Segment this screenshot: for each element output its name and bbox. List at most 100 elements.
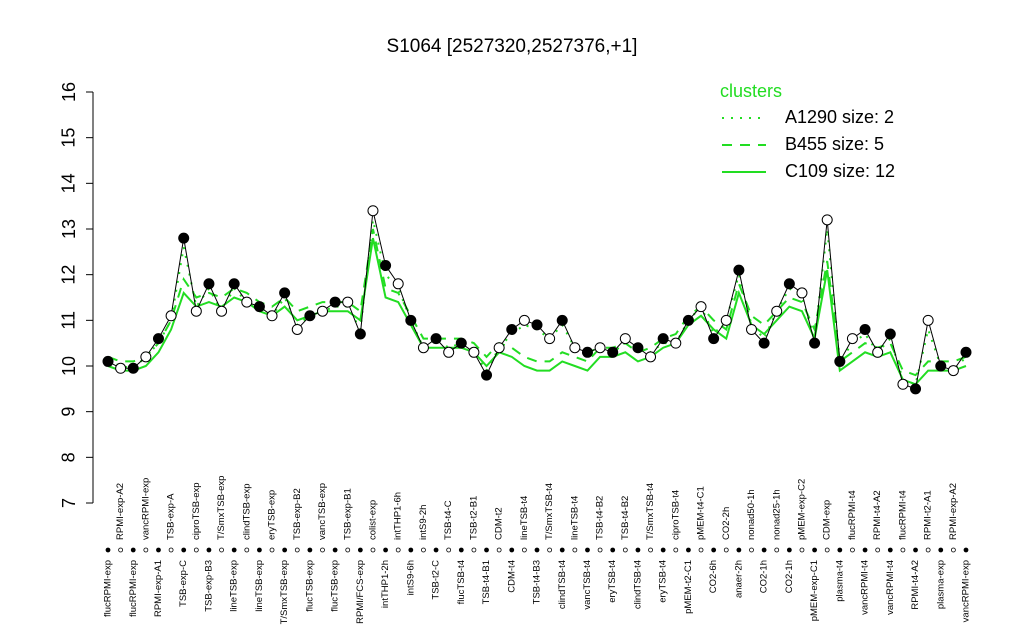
data-point — [695, 301, 707, 313]
data-point — [531, 319, 543, 331]
x-tick-label: TSB-t4-C — [443, 500, 454, 540]
x-tick-label: T/SmxTSB-exp — [216, 476, 227, 540]
data-point — [468, 346, 480, 358]
data-point — [619, 333, 631, 345]
data-point — [165, 310, 177, 322]
sample-dot — [850, 547, 855, 553]
x-tick-label: T/SmxTSB-exp — [279, 560, 290, 624]
data-point — [935, 360, 947, 372]
data-point — [127, 362, 139, 374]
x-tick-label: flucRPMI-exp — [128, 560, 139, 617]
x-tick-label: pMEM-exp-C2 — [796, 479, 807, 540]
x-tick-label: flucRPMI-exp — [103, 560, 114, 617]
x-tick-label: T/SmxTSB-t4 — [645, 483, 656, 540]
x-tick-label: CO2-6h — [708, 560, 719, 593]
y-tick-label: 16 — [59, 82, 79, 102]
sample-dot — [143, 547, 149, 553]
sample-dot — [257, 547, 262, 553]
sample-dot — [320, 547, 325, 553]
sample-dot — [484, 547, 489, 553]
x-tick-label: ciproTSB-exp — [191, 482, 202, 540]
x-tick-label: lineTSB-t4 — [569, 496, 580, 540]
data-point — [367, 205, 379, 217]
x-tick-label: TSB-t2-C — [431, 560, 442, 600]
x-tick-label: TSB-t2-B1 — [468, 496, 479, 540]
data-point — [859, 323, 871, 335]
data-point — [632, 342, 644, 354]
data-point — [746, 323, 757, 335]
sample-dot — [282, 547, 288, 553]
sample-dot — [105, 547, 111, 553]
x-tick-label: eryTSB-exp — [267, 490, 278, 540]
y-tick-label: 13 — [59, 219, 79, 239]
x-tick-label: pMEM-t4-C1 — [696, 486, 707, 540]
sample-dot — [559, 547, 565, 553]
sample-dot — [156, 547, 161, 553]
data-point — [657, 333, 669, 345]
sample-dot — [786, 547, 792, 553]
y-tick-label: 12 — [59, 265, 79, 285]
sample-dot — [206, 547, 212, 553]
sample-dot — [547, 547, 553, 553]
data-point — [152, 333, 164, 345]
x-tick-label: intTHP1-2h — [380, 560, 391, 608]
data-point — [834, 355, 846, 367]
sample-dot — [408, 547, 414, 553]
data-point — [821, 214, 833, 226]
sample-dot — [193, 547, 199, 553]
sample-dot — [686, 547, 691, 553]
x-tick-label: colist-exp — [367, 500, 378, 540]
data-point — [556, 314, 568, 326]
sample-dot — [572, 547, 578, 553]
x-tick-label: RPMI-exp-A2 — [948, 483, 959, 540]
sample-dot — [307, 547, 313, 553]
sample-dot — [900, 547, 906, 553]
x-tick-label: flucRPMI-t4 — [897, 490, 908, 540]
sample-dot — [698, 547, 704, 553]
x-tick-label: TSB-t4-B2 — [595, 496, 606, 540]
y-tick-label: 14 — [59, 173, 79, 193]
sample-dot — [421, 547, 426, 553]
data-point — [203, 278, 215, 290]
x-tick-label: RPMI-t2-A1 — [923, 490, 934, 540]
sample-dot — [231, 547, 237, 553]
sample-dot — [181, 547, 187, 553]
data-point — [115, 362, 127, 374]
sample-dot — [622, 547, 628, 553]
sample-dot — [837, 547, 843, 553]
data-point — [140, 351, 152, 363]
x-tick-label: RPMI/FCS-exp — [355, 560, 366, 624]
sample-dot — [597, 547, 603, 553]
x-tick-label: CO2-1h — [759, 560, 770, 593]
sample-dot — [269, 547, 275, 553]
x-tick-label: clindTSB-t4 — [557, 560, 568, 609]
x-tick-label: CO2-2h — [721, 507, 732, 540]
sample-dot — [887, 547, 893, 553]
sample-dot — [219, 547, 224, 553]
data-point — [266, 310, 278, 322]
x-tick-label: CDM-t4 — [506, 560, 517, 593]
x-tick-label: intTHP1-6h — [393, 492, 404, 540]
sample-dot — [799, 547, 805, 553]
sample-dot — [761, 547, 767, 553]
x-tick-label: intS9-6h — [405, 560, 416, 595]
sample-dot — [812, 547, 817, 553]
x-tick-label: pMEM-exp-C1 — [809, 560, 820, 621]
sample-dot — [370, 547, 376, 553]
sample-dot — [774, 547, 780, 553]
data-point — [102, 355, 114, 367]
data-point — [380, 260, 392, 272]
x-tick-label: eryTSB-t4 — [658, 560, 669, 603]
data-point — [846, 333, 858, 345]
data-point — [682, 314, 694, 326]
data-point — [758, 337, 770, 349]
sample-dot — [862, 547, 868, 553]
x-tick-label: TSB-exp-A — [166, 493, 177, 540]
sample-dot — [294, 547, 300, 553]
sample-dot — [648, 547, 653, 553]
data-point — [733, 264, 745, 276]
chart-title: S1064 [2527320,2527376,+1] — [387, 36, 638, 57]
data-point — [493, 342, 505, 354]
sample-dot — [130, 547, 136, 553]
data-point — [443, 346, 455, 358]
